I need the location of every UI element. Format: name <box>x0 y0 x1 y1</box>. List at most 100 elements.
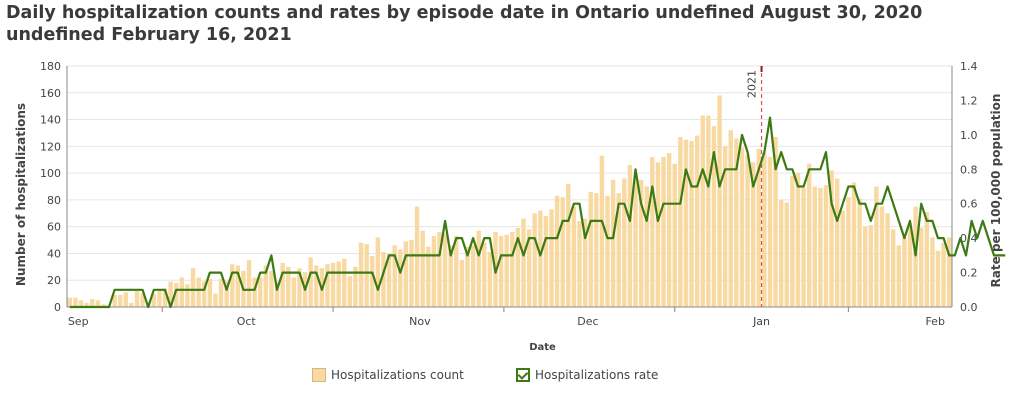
bar <box>403 241 409 307</box>
bar <box>157 290 162 307</box>
bar <box>218 278 224 307</box>
bar <box>526 229 532 307</box>
bar <box>616 193 621 307</box>
bar <box>918 228 924 307</box>
bar <box>706 115 711 308</box>
bar <box>347 276 353 307</box>
bar <box>342 258 347 307</box>
bar <box>364 244 369 307</box>
bar <box>790 175 795 307</box>
bar <box>258 277 263 307</box>
y-tick-label: 100 <box>40 167 61 180</box>
y-axis-title: Number of hospitalizations <box>14 103 28 286</box>
bar <box>134 290 140 307</box>
bar <box>773 136 778 307</box>
bar <box>308 257 313 307</box>
bar <box>622 178 627 307</box>
bar <box>717 95 722 307</box>
bar <box>795 173 801 307</box>
bar <box>538 210 543 307</box>
bar <box>851 182 857 307</box>
bar <box>286 266 291 307</box>
bar <box>834 178 840 307</box>
x-tick-label: Oct <box>237 315 257 328</box>
bar <box>672 163 677 307</box>
bar <box>330 262 336 307</box>
bar <box>78 300 84 307</box>
bar <box>655 162 661 307</box>
y2-axis-title: Rate per 100,000 population <box>989 94 1003 288</box>
bar <box>123 292 129 307</box>
x-tick-label: Jan <box>752 315 770 328</box>
y2-tick-label: 0.8 <box>960 163 978 176</box>
legend: Hospitalizations count Hospitalizations … <box>0 368 1019 390</box>
bar <box>902 237 907 307</box>
bar <box>73 297 78 307</box>
bar <box>353 266 358 307</box>
bar <box>683 139 689 307</box>
bar <box>510 232 515 307</box>
bar <box>414 206 420 307</box>
bar <box>398 249 403 307</box>
bar <box>829 170 834 307</box>
y-tick-label: 40 <box>47 247 61 260</box>
bar <box>409 240 414 307</box>
bar <box>566 183 571 307</box>
legend-label-rate: Hospitalizations rate <box>535 368 659 382</box>
bar <box>588 191 593 307</box>
x-tick-label: Sep <box>68 315 89 328</box>
bar <box>924 211 929 307</box>
bar <box>84 302 89 307</box>
chart-svg: 0204060801001201401601800.00.20.40.60.81… <box>14 60 1006 353</box>
bar <box>638 179 644 307</box>
bar <box>532 213 537 307</box>
bar <box>582 218 588 307</box>
bar <box>498 236 504 307</box>
bar <box>750 162 756 307</box>
bar <box>431 236 437 307</box>
bar <box>224 281 229 307</box>
y2-tick-label: 1.0 <box>960 129 978 142</box>
bar <box>543 215 549 307</box>
x-tick-label: Nov <box>409 315 431 328</box>
y-tick-label: 120 <box>40 140 61 153</box>
bar <box>437 232 442 307</box>
bar <box>291 277 297 307</box>
y-tick-label: 60 <box>47 221 61 234</box>
bar <box>151 293 157 307</box>
bar <box>644 186 649 307</box>
bar <box>756 149 761 307</box>
bar <box>818 187 823 307</box>
bar <box>504 234 509 307</box>
bar <box>594 193 599 307</box>
bar <box>252 277 257 307</box>
bar <box>470 245 476 307</box>
bar <box>274 281 280 307</box>
bar <box>521 218 526 307</box>
y2-tick-label: 0.6 <box>960 198 978 211</box>
bar <box>381 252 386 307</box>
bar <box>465 246 470 307</box>
bar <box>778 199 784 307</box>
x-tick-label: Feb <box>925 315 944 328</box>
legend-label-count: Hospitalizations count <box>331 368 464 382</box>
bar <box>694 135 700 307</box>
bar <box>862 226 868 307</box>
chart-title: Daily hospitalization counts and rates b… <box>6 3 923 45</box>
bar <box>118 294 123 307</box>
bar <box>426 246 431 307</box>
y2-tick-label: 1.2 <box>960 94 978 107</box>
y-tick-label: 140 <box>40 114 61 127</box>
bar <box>168 281 173 307</box>
bar <box>627 165 633 307</box>
bar <box>874 186 879 307</box>
legend-item-rate[interactable]: Hospitalizations rate <box>516 368 658 382</box>
bar <box>420 230 425 307</box>
bar <box>650 157 655 307</box>
legend-item-count[interactable]: Hospitalizations count <box>312 368 464 382</box>
y2-tick-label: 1.4 <box>960 60 978 73</box>
bar <box>890 229 896 307</box>
bar <box>297 268 302 307</box>
bar <box>454 236 459 307</box>
y-tick-label: 0 <box>54 301 61 314</box>
